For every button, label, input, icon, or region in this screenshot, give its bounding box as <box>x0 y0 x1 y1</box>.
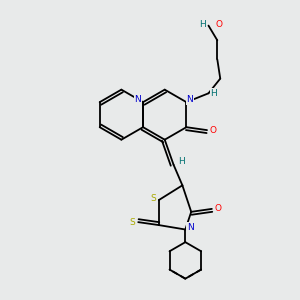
Text: N: N <box>187 95 193 104</box>
Text: O: O <box>216 20 223 28</box>
Text: N: N <box>134 95 141 104</box>
Text: O: O <box>214 204 221 213</box>
Text: S: S <box>151 194 156 203</box>
Text: O: O <box>209 126 216 135</box>
Text: H: H <box>178 157 185 166</box>
Text: N: N <box>187 223 194 232</box>
Text: H: H <box>200 20 206 28</box>
Text: H: H <box>210 89 217 98</box>
Text: S: S <box>130 218 135 226</box>
